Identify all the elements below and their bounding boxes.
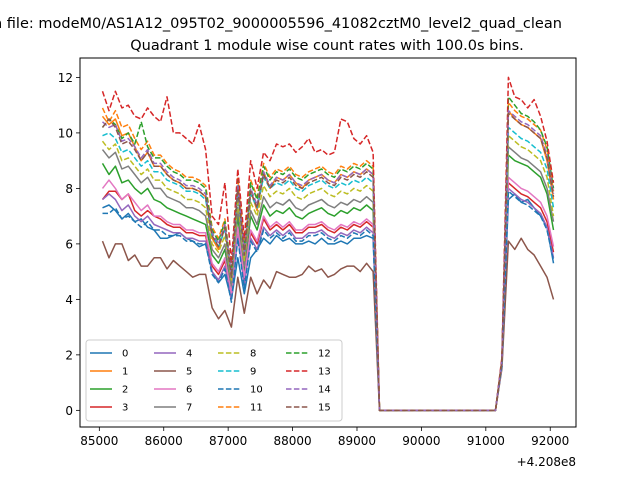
series-line-13 [101,76,555,412]
x-tick-label: 91000 [467,434,505,448]
x-tick-label: 86000 [145,434,183,448]
legend-label-1: 1 [122,367,128,378]
legend-label-12: 12 [318,349,331,360]
chart-title: Quadrant 1 module wise count rates with … [130,38,524,54]
legend-label-6: 6 [186,385,192,396]
legend-label-9: 9 [250,367,256,378]
x-axis: 85000 86000 87000 88000 89000 90000 91000 92000 [80,427,569,448]
series-line-10 [102,190,555,412]
y-tick-label: 10 [58,126,73,140]
series-line-15 [101,112,555,412]
x-axis-offset-label: +4.208e8 [517,455,576,469]
legend-frame [85,339,343,422]
legend-label-13: 13 [318,367,331,378]
series-line-8 [101,134,555,412]
y-tick-label: 8 [65,182,73,196]
y-tick-label: 4 [65,293,73,307]
legend-label-0: 0 [122,349,128,360]
y-tick-label: 12 [58,71,73,85]
legend-label-8: 8 [250,349,256,360]
y-axis: 0 2 4 6 8 10 12 [58,71,80,418]
legend-label-2: 2 [122,385,128,396]
y-tick-label: 0 [65,404,73,418]
x-tick-label: 88000 [273,434,311,448]
y-tick-label: 2 [65,348,73,362]
legend-label-10: 10 [250,385,263,396]
legend-label-15: 15 [318,403,331,414]
legend-label-5: 5 [186,367,192,378]
x-tick-label: 85000 [80,434,118,448]
legend-label-14: 14 [318,385,331,396]
legend-label-11: 11 [250,403,263,414]
x-tick-label: 90000 [402,434,440,448]
x-tick-label: 87000 [209,434,247,448]
x-tick-label: 92000 [531,434,569,448]
plot-area: 85000 86000 87000 88000 89000 90000 91000 92000… [58,57,577,469]
y-tick-label: 6 [65,237,73,251]
series-group [101,76,555,412]
figure-suptitle: n file: modeM0/AS1A12_095T02_9000005596_… [0,16,562,32]
legend-label-4: 4 [186,349,192,360]
x-tick-label: 89000 [338,434,376,448]
legend-label-3: 3 [122,403,128,414]
legend-label-7: 7 [186,403,192,414]
plot-frame [79,57,577,428]
series-line-12 [101,96,555,412]
